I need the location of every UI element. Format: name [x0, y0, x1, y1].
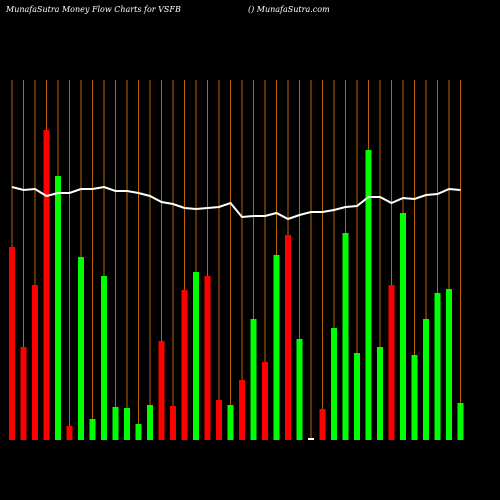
bar [354, 353, 360, 440]
bar [89, 419, 96, 440]
money-flow-line [11, 185, 461, 221]
bar [101, 276, 107, 440]
bar [158, 341, 165, 440]
bar [78, 257, 84, 440]
bar [296, 339, 303, 440]
bar [227, 405, 234, 440]
bar [388, 285, 395, 440]
bar [32, 285, 38, 440]
bar [342, 233, 349, 440]
bar [250, 319, 257, 440]
chart-subtitle: () MunafaSutra.com [248, 5, 330, 14]
bar [285, 235, 291, 440]
bar [262, 362, 268, 440]
bar [204, 276, 211, 440]
bar [43, 130, 50, 440]
bar [411, 355, 418, 440]
chart-title: MunafaSutra Money Flow Charts for VSFB [5, 5, 181, 14]
bar [273, 255, 280, 440]
bar [319, 409, 326, 440]
bar [331, 328, 337, 440]
bar [66, 426, 73, 440]
bar [308, 438, 314, 440]
bar [423, 319, 429, 440]
bar [365, 150, 372, 440]
bar [434, 293, 441, 440]
bar [216, 400, 222, 440]
bar [170, 406, 176, 440]
bar [181, 290, 188, 440]
bar [147, 405, 153, 440]
bar [9, 247, 15, 440]
bar [135, 424, 142, 440]
bar [239, 380, 245, 440]
bar [20, 347, 27, 440]
bar [124, 408, 130, 440]
bar [55, 176, 61, 440]
bar [400, 213, 406, 440]
bar [193, 272, 199, 440]
bar [457, 403, 464, 440]
bar [446, 289, 452, 440]
bar [112, 407, 119, 440]
bar [377, 347, 383, 440]
